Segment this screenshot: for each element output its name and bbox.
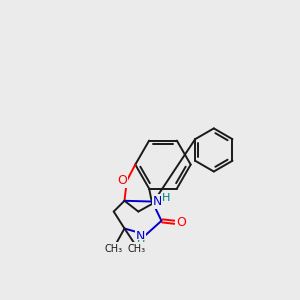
Text: H: H [136,240,145,250]
Text: N: N [136,230,145,243]
Text: H: H [162,194,170,203]
Text: O: O [176,216,186,229]
Text: N: N [153,195,162,208]
Text: O: O [117,174,127,187]
Text: CH₃: CH₃ [128,244,146,254]
Text: CH₃: CH₃ [105,244,123,254]
